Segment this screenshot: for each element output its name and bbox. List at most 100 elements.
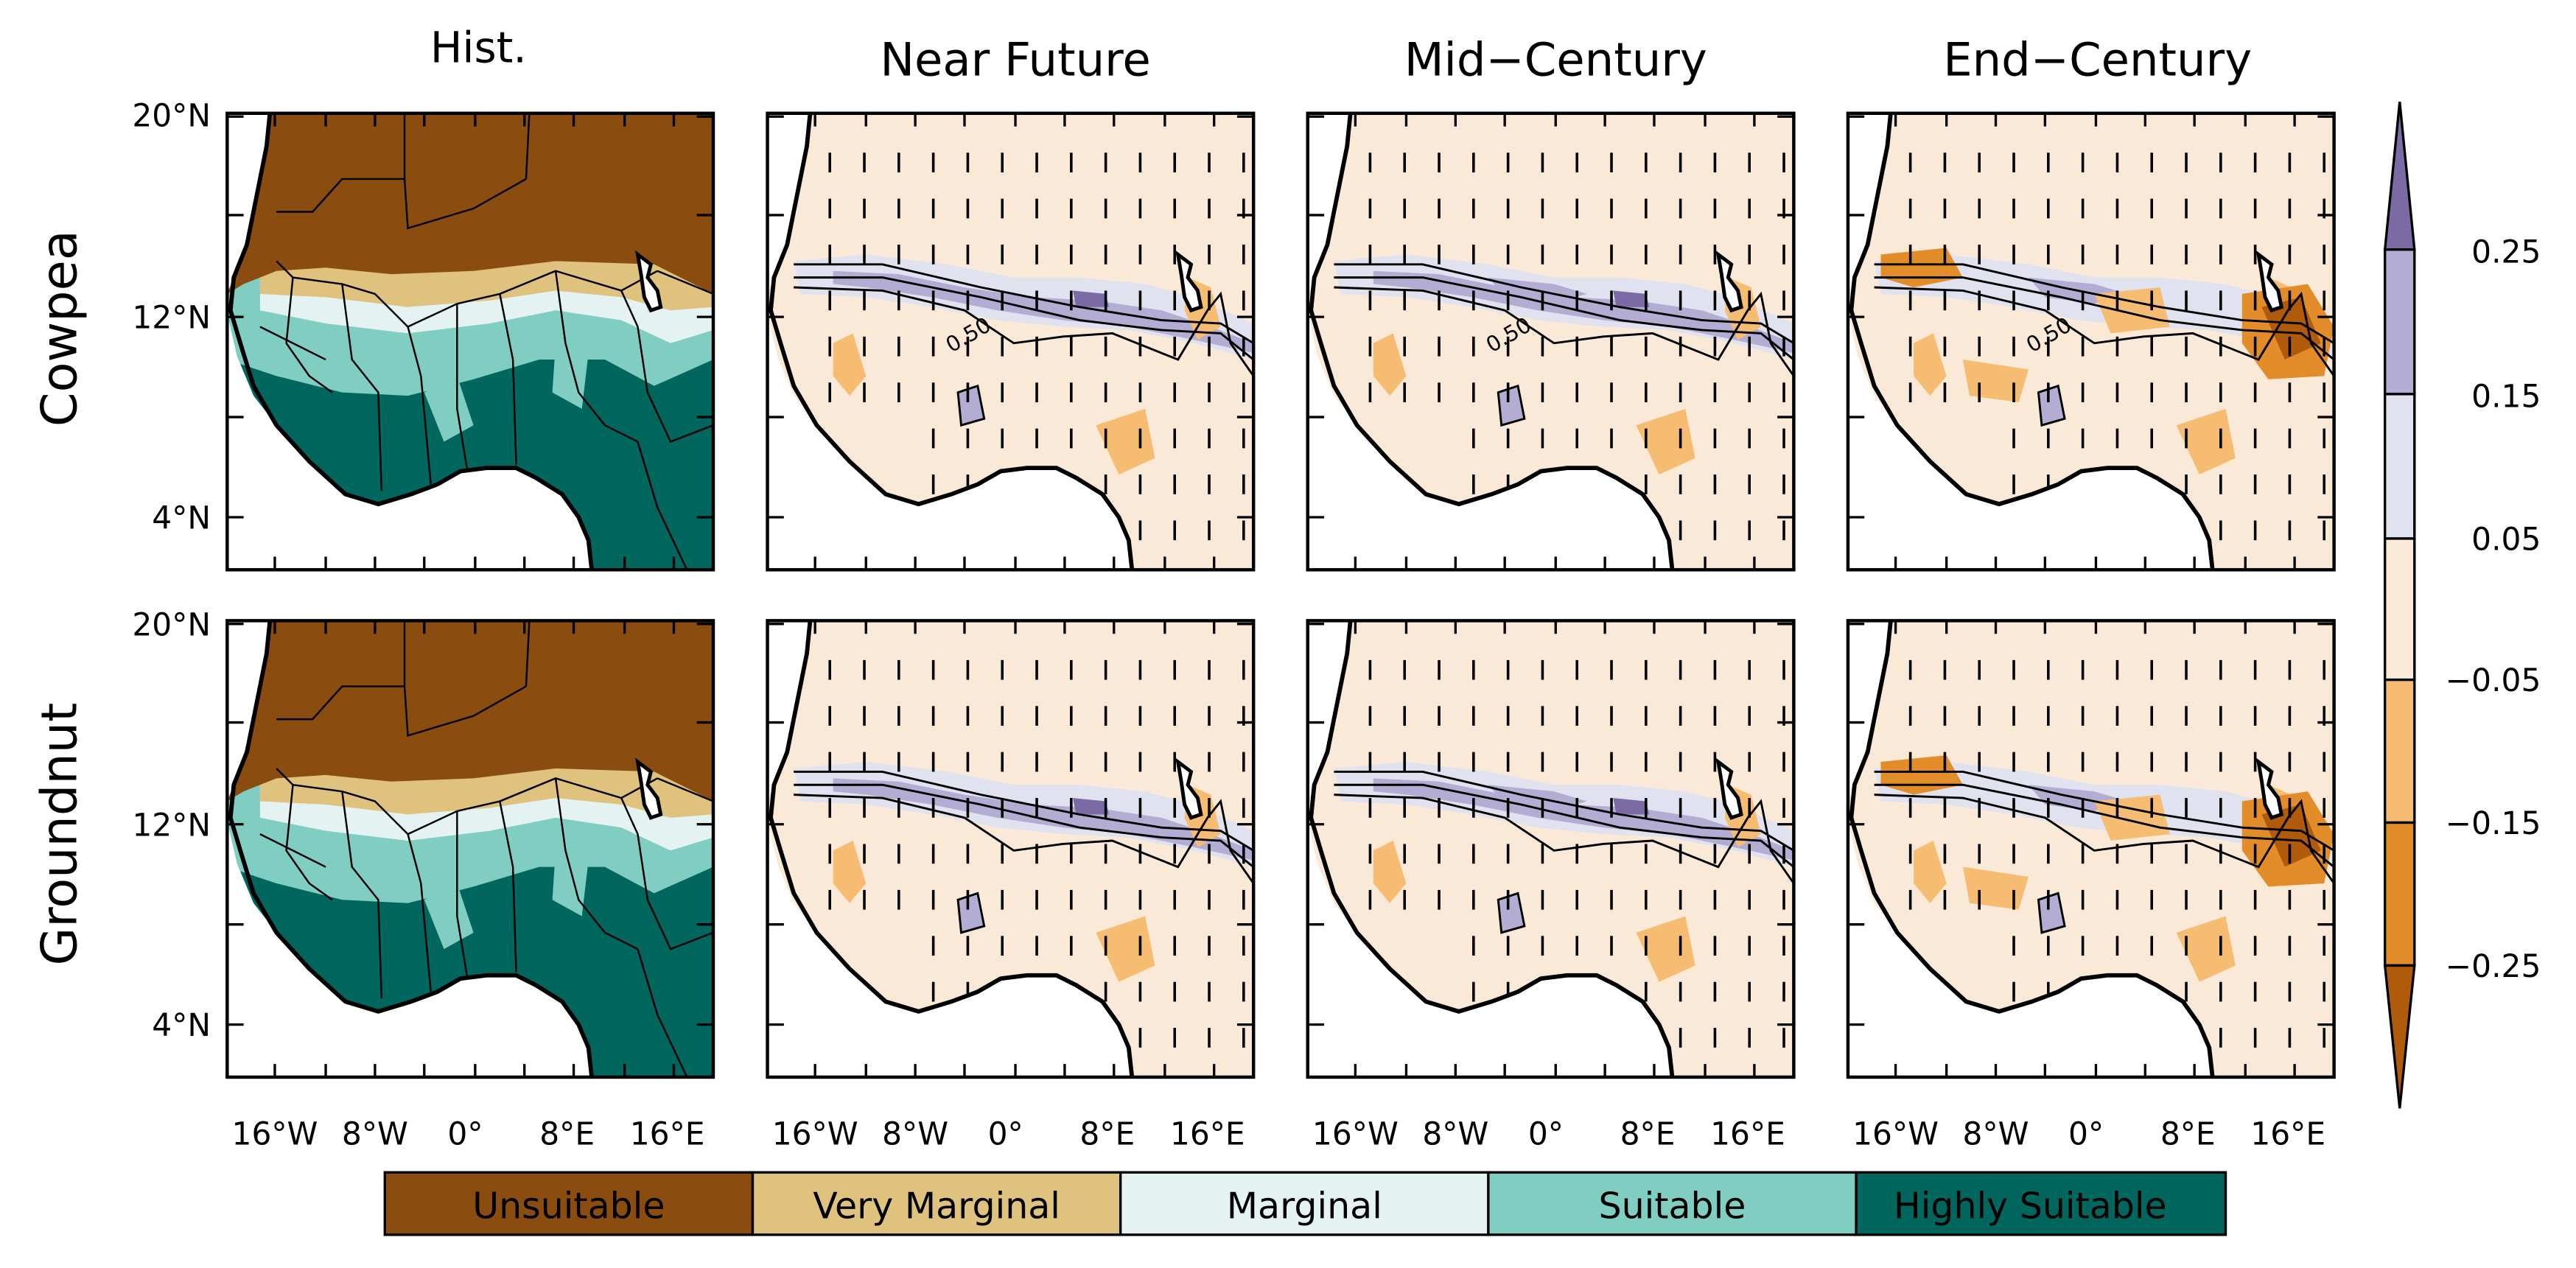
country-border (499, 293, 517, 465)
lon-label: 0° (2068, 1115, 2104, 1152)
country-border (259, 326, 326, 361)
suitability-zone (2261, 805, 2321, 867)
lon-label: 8°W (882, 1115, 948, 1152)
country-border (407, 833, 432, 992)
suitability-zone (424, 883, 474, 950)
lon-label: 16°W (772, 1115, 858, 1152)
colorbar-lower-triangle (2383, 964, 2416, 1109)
colorbar-label: 0.05 (2471, 522, 2541, 558)
suitability-zone (833, 333, 867, 396)
country-border (637, 948, 688, 1077)
colorbar-segment (2384, 821, 2416, 967)
map-panels: 0.50 0.50 0.50 (225, 111, 2336, 1079)
contour-line (1334, 794, 1794, 884)
country-border (525, 113, 531, 179)
country-border (341, 791, 383, 999)
contour-island (956, 892, 986, 934)
ocean (1847, 620, 1890, 802)
map-clip-group (1847, 620, 2334, 1077)
map-clip-group: 0.50 (1847, 113, 2334, 570)
ocean (227, 821, 592, 1077)
longitude-labels-col4: 16°W 8°W 0° 8°E 16°E (1852, 1115, 2325, 1152)
suitability-zone (833, 841, 867, 903)
contour-island (956, 384, 986, 427)
ocean (767, 113, 810, 294)
colorbar-upper-triangle (2383, 102, 2416, 251)
colorbar-label: 0.15 (2471, 379, 2541, 415)
lat-label-4n-bottom: 4°N (152, 1007, 211, 1043)
ocean (1307, 620, 1350, 802)
suitability-zone (1373, 841, 1407, 903)
lat-label-20n-bottom: 20°N (132, 606, 211, 642)
country-border (637, 441, 688, 570)
column-title-near-future: Near Future (880, 33, 1150, 87)
lon-label: 8°E (2160, 1115, 2216, 1152)
lat-label-12n-bottom: 12°N (132, 807, 211, 843)
legend-label: Unsuitable (472, 1185, 665, 1227)
ocean (1307, 821, 1673, 1077)
lake-chad (1175, 757, 1203, 820)
country-border (403, 685, 527, 738)
legend-label: Marginal (1227, 1185, 1382, 1227)
lon-label: 16°W (232, 1115, 318, 1152)
ocean (767, 313, 1133, 570)
map-clip-group (1307, 620, 1794, 1077)
contour-line (1874, 794, 2334, 884)
panel-frame (766, 619, 1256, 1079)
lake-chad (1175, 250, 1203, 313)
country-border (554, 270, 639, 443)
lake-chad (635, 757, 663, 820)
lake-chad (2255, 250, 2284, 313)
suitability-zone (1096, 916, 1155, 982)
panel-frame (766, 111, 1256, 572)
contour-line (794, 276, 1254, 361)
country-border (554, 778, 639, 950)
legend-highly-suitable (1855, 1171, 2227, 1236)
country-border (285, 785, 333, 901)
legend-very-marginal (751, 1171, 1122, 1236)
suitability-zone (1073, 290, 1110, 307)
lake-chad (1715, 757, 1743, 820)
colorbar-segment (2384, 537, 2416, 682)
map-panel-r1-c4: 0.50 (1846, 111, 2336, 572)
longitude-labels-col3: 16°W 8°W 0° 8°E 16°E (1312, 1115, 1785, 1152)
coastline (769, 620, 1135, 1077)
latitude-labels: 20°N 12°N 4°N 20°N 12°N 4°N (132, 98, 211, 1044)
country-border (657, 270, 713, 295)
legend-label: Highly Suitable (1894, 1185, 2167, 1227)
contour-line (794, 783, 1254, 868)
suitability-zone (2176, 408, 2236, 475)
lon-label: 8°E (539, 1115, 595, 1152)
column-title-end-century: End−Century (1943, 33, 2252, 87)
coastline (228, 113, 594, 570)
contour-line (1874, 783, 2334, 868)
lat-label-4n-top: 4°N (152, 500, 211, 536)
contour-line (794, 770, 1254, 852)
country-border (620, 797, 713, 950)
map-clip-group (227, 113, 713, 570)
panel-frame (225, 619, 715, 1079)
lon-label: 16°E (1710, 1115, 1785, 1152)
lon-label: 16°W (1852, 1115, 1939, 1152)
suitability-zone (2176, 916, 2236, 982)
colorbar-label: −0.05 (2446, 662, 2541, 698)
suitability-zone (227, 620, 713, 802)
panel-frame (1306, 111, 1796, 572)
country-border (525, 620, 531, 687)
colorbar-label: −0.25 (2446, 948, 2541, 984)
colorbar: 0.25 0.15 0.05 −0.05 −0.15 −0.25 (2383, 102, 2541, 1109)
contour-line (1874, 276, 2334, 361)
lon-label: 0° (447, 1115, 483, 1152)
map-panel-r2-c1 (225, 619, 715, 1079)
coastline (228, 620, 594, 1077)
coastline (1309, 620, 1675, 1077)
ocean (1307, 313, 1673, 570)
country-border (276, 260, 658, 328)
lat-label-20n-top: 20°N (132, 98, 211, 134)
lake-chad (635, 250, 663, 313)
ocean (1847, 113, 1890, 294)
country-border (657, 777, 713, 802)
suitability-zone (227, 113, 713, 294)
longitude-labels-col1: 16°W 8°W 0° 8°E 16°E (232, 1115, 705, 1152)
